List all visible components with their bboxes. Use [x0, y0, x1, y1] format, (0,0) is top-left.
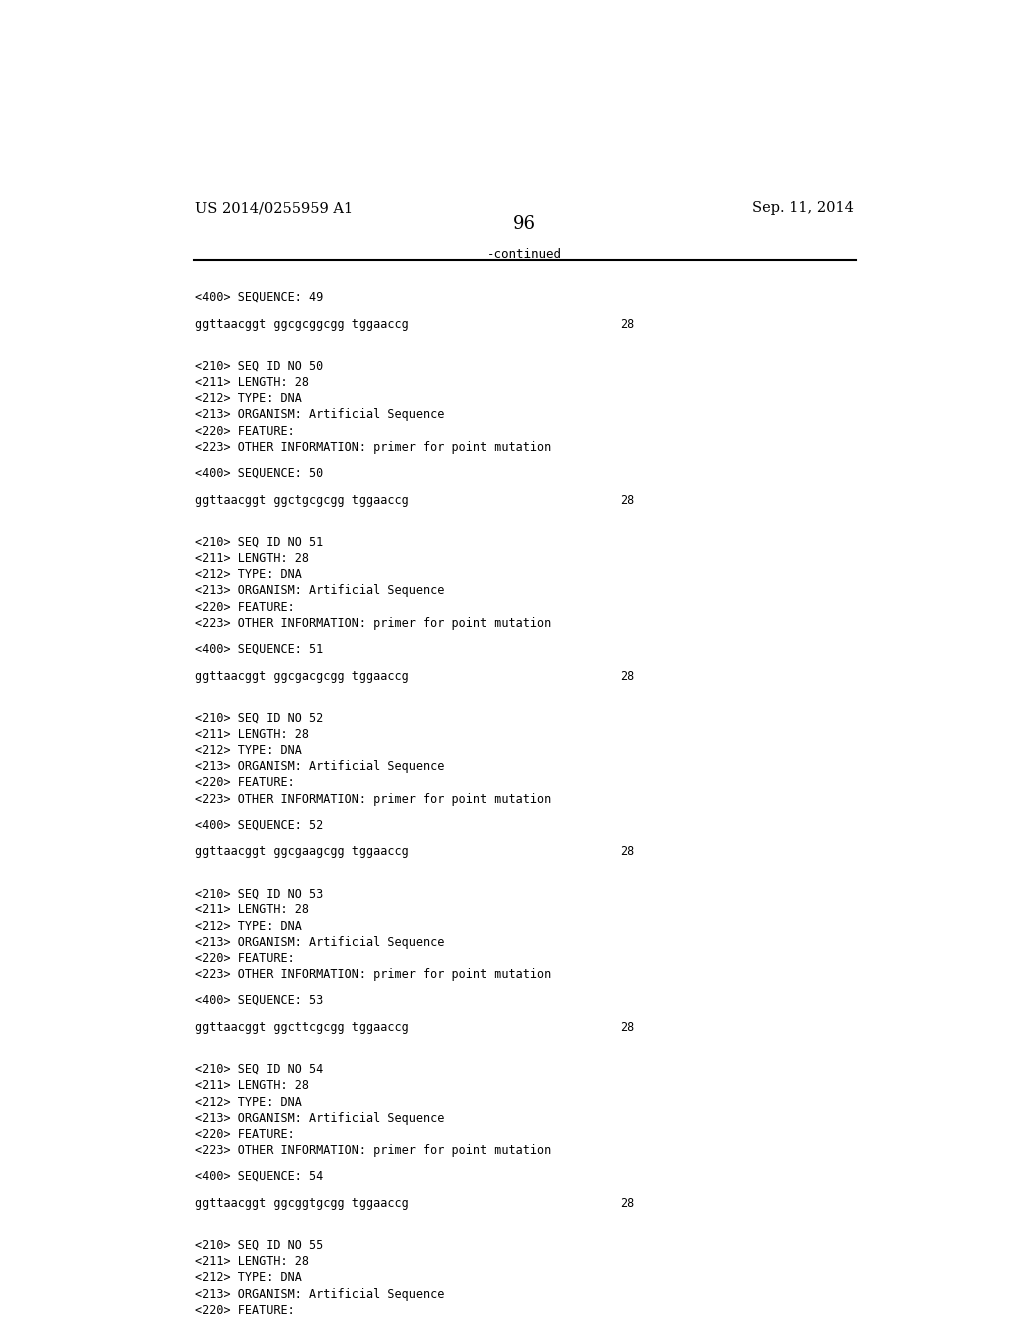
Text: <213> ORGANISM: Artificial Sequence: <213> ORGANISM: Artificial Sequence — [196, 1111, 444, 1125]
Text: <223> OTHER INFORMATION: primer for point mutation: <223> OTHER INFORMATION: primer for poin… — [196, 792, 552, 805]
Text: <210> SEQ ID NO 52: <210> SEQ ID NO 52 — [196, 711, 324, 725]
Text: <223> OTHER INFORMATION: primer for point mutation: <223> OTHER INFORMATION: primer for poin… — [196, 441, 552, 454]
Text: <223> OTHER INFORMATION: primer for point mutation: <223> OTHER INFORMATION: primer for poin… — [196, 1144, 552, 1158]
Text: <211> LENGTH: 28: <211> LENGTH: 28 — [196, 727, 309, 741]
Text: <210> SEQ ID NO 53: <210> SEQ ID NO 53 — [196, 887, 324, 900]
Text: <210> SEQ ID NO 55: <210> SEQ ID NO 55 — [196, 1239, 324, 1251]
Text: <400> SEQUENCE: 53: <400> SEQUENCE: 53 — [196, 994, 324, 1007]
Text: <210> SEQ ID NO 50: <210> SEQ ID NO 50 — [196, 359, 324, 372]
Text: ggttaacggt ggctgcgcgg tggaaccg: ggttaacggt ggctgcgcgg tggaaccg — [196, 494, 410, 507]
Text: ggttaacggt ggcgcggcgg tggaaccg: ggttaacggt ggcgcggcgg tggaaccg — [196, 318, 410, 331]
Text: <220> FEATURE:: <220> FEATURE: — [196, 425, 295, 438]
Text: <400> SEQUENCE: 50: <400> SEQUENCE: 50 — [196, 466, 324, 479]
Text: 28: 28 — [620, 669, 634, 682]
Text: <400> SEQUENCE: 51: <400> SEQUENCE: 51 — [196, 643, 324, 655]
Text: US 2014/0255959 A1: US 2014/0255959 A1 — [196, 201, 353, 215]
Text: <212> TYPE: DNA: <212> TYPE: DNA — [196, 920, 302, 933]
Text: <213> ORGANISM: Artificial Sequence: <213> ORGANISM: Artificial Sequence — [196, 760, 444, 774]
Text: ggttaacggt ggcgacgcgg tggaaccg: ggttaacggt ggcgacgcgg tggaaccg — [196, 669, 410, 682]
Text: <223> OTHER INFORMATION: primer for point mutation: <223> OTHER INFORMATION: primer for poin… — [196, 969, 552, 982]
Text: <220> FEATURE:: <220> FEATURE: — [196, 1304, 295, 1317]
Text: <400> SEQUENCE: 49: <400> SEQUENCE: 49 — [196, 290, 324, 304]
Text: 28: 28 — [620, 1022, 634, 1035]
Text: ggttaacggt ggcttcgcgg tggaaccg: ggttaacggt ggcttcgcgg tggaaccg — [196, 1022, 410, 1035]
Text: <211> LENGTH: 28: <211> LENGTH: 28 — [196, 552, 309, 565]
Text: 28: 28 — [620, 846, 634, 858]
Text: <211> LENGTH: 28: <211> LENGTH: 28 — [196, 903, 309, 916]
Text: <220> FEATURE:: <220> FEATURE: — [196, 776, 295, 789]
Text: <211> LENGTH: 28: <211> LENGTH: 28 — [196, 1255, 309, 1269]
Text: <213> ORGANISM: Artificial Sequence: <213> ORGANISM: Artificial Sequence — [196, 585, 444, 597]
Text: <211> LENGTH: 28: <211> LENGTH: 28 — [196, 1080, 309, 1092]
Text: <400> SEQUENCE: 54: <400> SEQUENCE: 54 — [196, 1170, 324, 1183]
Text: <210> SEQ ID NO 54: <210> SEQ ID NO 54 — [196, 1063, 324, 1076]
Text: <213> ORGANISM: Artificial Sequence: <213> ORGANISM: Artificial Sequence — [196, 1287, 444, 1300]
Text: -continued: -continued — [487, 248, 562, 261]
Text: 28: 28 — [620, 318, 634, 331]
Text: <213> ORGANISM: Artificial Sequence: <213> ORGANISM: Artificial Sequence — [196, 408, 444, 421]
Text: <212> TYPE: DNA: <212> TYPE: DNA — [196, 568, 302, 581]
Text: ggttaacggt ggcgaagcgg tggaaccg: ggttaacggt ggcgaagcgg tggaaccg — [196, 846, 410, 858]
Text: <212> TYPE: DNA: <212> TYPE: DNA — [196, 1096, 302, 1109]
Text: <212> TYPE: DNA: <212> TYPE: DNA — [196, 744, 302, 756]
Text: 28: 28 — [620, 1197, 634, 1210]
Text: <220> FEATURE:: <220> FEATURE: — [196, 601, 295, 614]
Text: <400> SEQUENCE: 52: <400> SEQUENCE: 52 — [196, 818, 324, 832]
Text: <211> LENGTH: 28: <211> LENGTH: 28 — [196, 376, 309, 389]
Text: Sep. 11, 2014: Sep. 11, 2014 — [753, 201, 854, 215]
Text: <210> SEQ ID NO 51: <210> SEQ ID NO 51 — [196, 536, 324, 549]
Text: <213> ORGANISM: Artificial Sequence: <213> ORGANISM: Artificial Sequence — [196, 936, 444, 949]
Text: <220> FEATURE:: <220> FEATURE: — [196, 952, 295, 965]
Text: ggttaacggt ggcggtgcgg tggaaccg: ggttaacggt ggcggtgcgg tggaaccg — [196, 1197, 410, 1210]
Text: 96: 96 — [513, 215, 537, 234]
Text: 28: 28 — [620, 494, 634, 507]
Text: <212> TYPE: DNA: <212> TYPE: DNA — [196, 392, 302, 405]
Text: <223> OTHER INFORMATION: primer for point mutation: <223> OTHER INFORMATION: primer for poin… — [196, 616, 552, 630]
Text: <220> FEATURE:: <220> FEATURE: — [196, 1129, 295, 1140]
Text: <212> TYPE: DNA: <212> TYPE: DNA — [196, 1271, 302, 1284]
